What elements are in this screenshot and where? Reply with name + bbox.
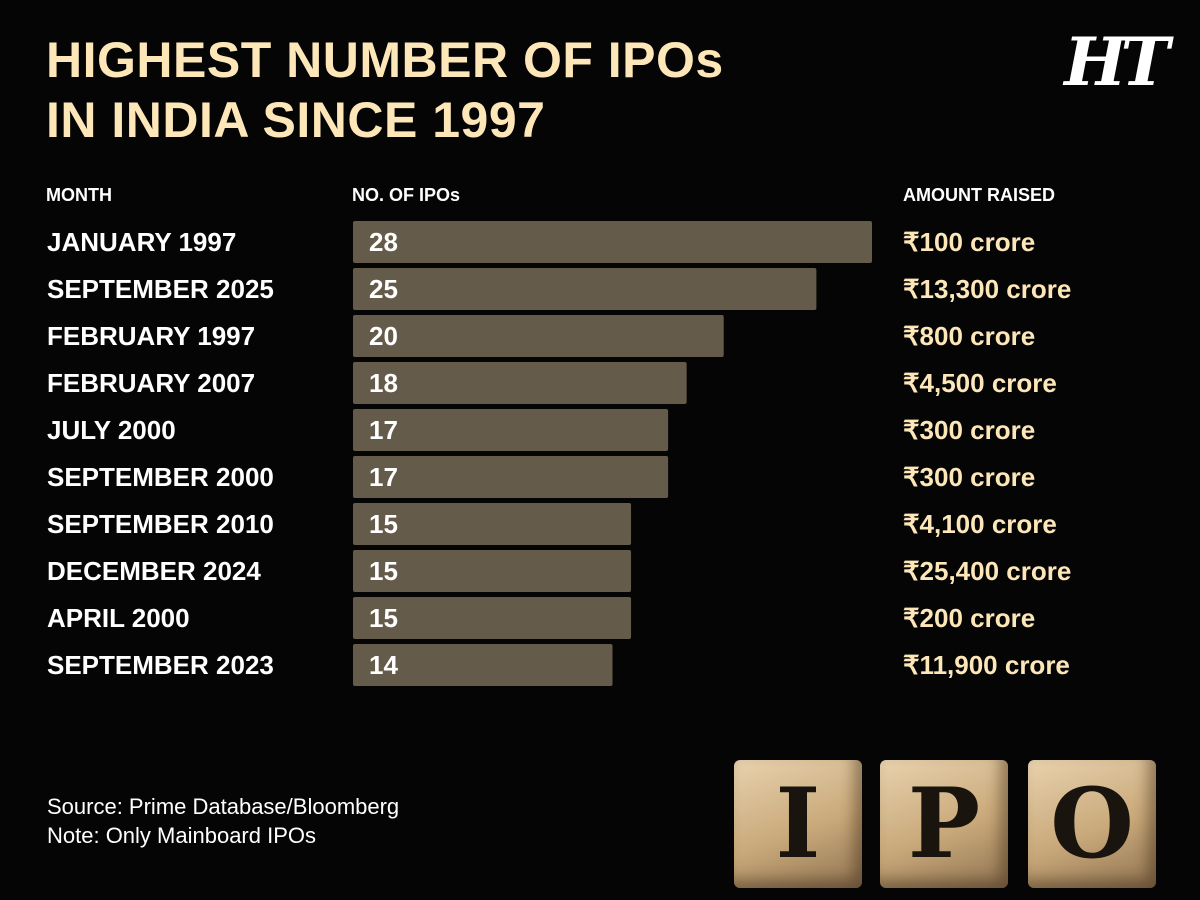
- ipo-count-bar: [353, 644, 613, 686]
- month-label: SEPTEMBER 2000: [47, 462, 274, 492]
- amount-raised-label: ₹25,400 crore: [903, 556, 1071, 586]
- amount-raised-label: ₹100 crore: [903, 227, 1035, 257]
- month-label: SEPTEMBER 2010: [47, 509, 274, 539]
- ht-logo: HT: [1064, 23, 1169, 101]
- ipo-count-label: 15: [369, 509, 398, 539]
- month-label: FEBRUARY 1997: [47, 321, 255, 351]
- ipo-count-bar: [353, 597, 632, 639]
- ipo-count-bar: [353, 221, 872, 263]
- month-label: JANUARY 1997: [47, 227, 236, 257]
- source-note: Source: Prime Database/Bloomberg: [47, 794, 400, 819]
- ipo-count-bar: [353, 550, 632, 592]
- amount-raised-label: ₹200 crore: [903, 603, 1035, 633]
- month-label: SEPTEMBER 2023: [47, 650, 274, 680]
- amount-raised-label: ₹300 crore: [903, 462, 1035, 492]
- amount-raised-label: ₹4,100 crore: [903, 509, 1057, 539]
- amount-raised-label: ₹13,300 crore: [903, 274, 1071, 304]
- block-letter-p: P: [880, 760, 1008, 888]
- ipo-blocks-image: I P O: [728, 760, 1178, 900]
- ipo-count-label: 28: [369, 227, 398, 257]
- block-letter-o: O: [1028, 760, 1156, 888]
- amount-raised-label: ₹11,900 crore: [903, 650, 1070, 680]
- ipo-count-bar: [353, 268, 817, 310]
- ipo-count-label: 14: [369, 650, 398, 680]
- month-label: DECEMBER 2024: [47, 556, 261, 586]
- title-line-1: HIGHEST NUMBER OF IPOs: [46, 32, 724, 88]
- month-label: FEBRUARY 2007: [47, 368, 255, 398]
- ipo-count-bar: [353, 456, 669, 498]
- ipo-count-label: 15: [369, 556, 398, 586]
- ipo-count-bar: [353, 503, 632, 545]
- amount-raised-label: ₹4,500 crore: [903, 368, 1057, 398]
- ipo-count-label: 18: [369, 368, 398, 398]
- ipo-count-bar: [353, 315, 724, 357]
- month-label: SEPTEMBER 2025: [47, 274, 274, 304]
- ipo-count-label: 15: [369, 603, 398, 633]
- ipo-count-label: 25: [369, 274, 398, 304]
- ipo-count-column-header: NO. OF IPOs: [352, 185, 461, 205]
- month-label: JULY 2000: [47, 415, 176, 445]
- amount-raised-label: ₹800 crore: [903, 321, 1035, 351]
- amount-raised-label: ₹300 crore: [903, 415, 1035, 445]
- ipo-count-label: 20: [369, 321, 398, 351]
- chart-title: HIGHEST NUMBER OF IPOs IN INDIA SINCE 19…: [46, 30, 724, 150]
- month-column-header: MONTH: [46, 185, 112, 205]
- month-label: APRIL 2000: [47, 603, 190, 633]
- ipo-count-label: 17: [369, 415, 398, 445]
- ipo-count-label: 17: [369, 462, 398, 492]
- title-line-2: IN INDIA SINCE 1997: [46, 92, 546, 148]
- block-letter-i: I: [734, 760, 862, 888]
- mainboard-note: Note: Only Mainboard IPOs: [47, 823, 317, 848]
- chart-footer: Source: Prime Database/Bloomberg Note: O…: [47, 792, 399, 850]
- ipo-count-bar: [353, 362, 687, 404]
- ipo-count-bar: [353, 409, 669, 451]
- amount-column-header: AMOUNT RAISED: [903, 185, 1055, 205]
